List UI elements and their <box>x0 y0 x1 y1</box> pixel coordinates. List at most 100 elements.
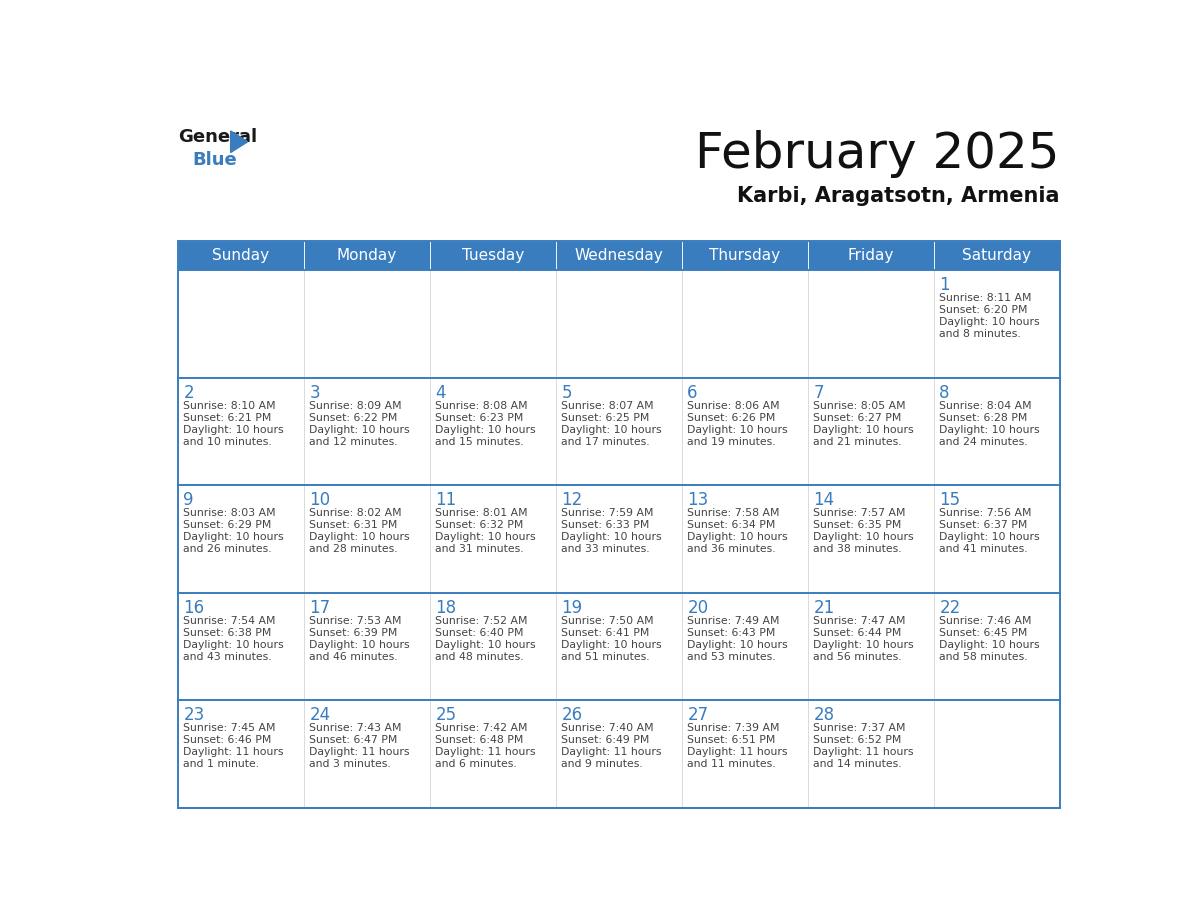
Text: Daylight: 11 hours: Daylight: 11 hours <box>688 747 788 757</box>
Bar <box>682 700 808 808</box>
Text: Friday: Friday <box>848 248 895 263</box>
Text: Sunset: 6:25 PM: Sunset: 6:25 PM <box>562 413 650 423</box>
Bar <box>808 241 934 270</box>
Text: Sunrise: 8:04 AM: Sunrise: 8:04 AM <box>940 401 1032 411</box>
Bar <box>430 270 556 378</box>
Text: 19: 19 <box>562 599 582 617</box>
Text: and 43 minutes.: and 43 minutes. <box>183 652 272 662</box>
Text: Sunrise: 8:07 AM: Sunrise: 8:07 AM <box>562 401 653 411</box>
Text: Daylight: 10 hours: Daylight: 10 hours <box>183 640 284 650</box>
Text: Sunset: 6:28 PM: Sunset: 6:28 PM <box>940 413 1028 423</box>
Text: Daylight: 10 hours: Daylight: 10 hours <box>940 532 1040 543</box>
Text: Sunset: 6:45 PM: Sunset: 6:45 PM <box>940 628 1028 638</box>
Text: and 8 minutes.: and 8 minutes. <box>940 330 1020 340</box>
Text: Sunrise: 8:01 AM: Sunrise: 8:01 AM <box>435 509 527 519</box>
Text: Daylight: 10 hours: Daylight: 10 hours <box>309 532 410 543</box>
Text: Daylight: 10 hours: Daylight: 10 hours <box>183 425 284 435</box>
Text: Daylight: 10 hours: Daylight: 10 hours <box>814 532 914 543</box>
Text: Sunset: 6:27 PM: Sunset: 6:27 PM <box>814 413 902 423</box>
Bar <box>808 270 934 378</box>
Text: 11: 11 <box>435 491 456 509</box>
Text: and 53 minutes.: and 53 minutes. <box>688 652 776 662</box>
Text: Thursday: Thursday <box>709 248 781 263</box>
Text: and 12 minutes.: and 12 minutes. <box>309 437 398 447</box>
Text: Daylight: 10 hours: Daylight: 10 hours <box>940 425 1040 435</box>
Text: 3: 3 <box>309 384 320 402</box>
Text: and 51 minutes.: and 51 minutes. <box>562 652 650 662</box>
Text: Sunset: 6:51 PM: Sunset: 6:51 PM <box>688 735 776 745</box>
Text: Sunrise: 7:42 AM: Sunrise: 7:42 AM <box>435 723 527 733</box>
Text: Sunrise: 7:59 AM: Sunrise: 7:59 AM <box>562 509 653 519</box>
Bar <box>808 700 934 808</box>
Text: and 10 minutes.: and 10 minutes. <box>183 437 272 447</box>
Text: Sunset: 6:49 PM: Sunset: 6:49 PM <box>562 735 650 745</box>
Bar <box>682 241 808 270</box>
Text: 18: 18 <box>435 599 456 617</box>
Text: Wednesday: Wednesday <box>575 248 663 263</box>
Bar <box>682 270 808 378</box>
Text: Sunrise: 8:08 AM: Sunrise: 8:08 AM <box>435 401 527 411</box>
Bar <box>556 486 682 593</box>
Text: Sunset: 6:43 PM: Sunset: 6:43 PM <box>688 628 776 638</box>
Text: Sunset: 6:29 PM: Sunset: 6:29 PM <box>183 521 272 531</box>
Text: Daylight: 10 hours: Daylight: 10 hours <box>435 640 536 650</box>
Text: Tuesday: Tuesday <box>462 248 524 263</box>
Text: Daylight: 10 hours: Daylight: 10 hours <box>562 425 662 435</box>
Text: and 14 minutes.: and 14 minutes. <box>814 759 902 769</box>
Bar <box>304 593 430 700</box>
Bar <box>304 270 430 378</box>
Text: Sunset: 6:46 PM: Sunset: 6:46 PM <box>183 735 272 745</box>
Text: and 31 minutes.: and 31 minutes. <box>435 544 524 554</box>
Bar <box>682 593 808 700</box>
Text: 14: 14 <box>814 491 834 509</box>
Bar <box>178 700 304 808</box>
Bar <box>934 700 1060 808</box>
Text: Sunset: 6:41 PM: Sunset: 6:41 PM <box>562 628 650 638</box>
Text: Sunrise: 7:45 AM: Sunrise: 7:45 AM <box>183 723 276 733</box>
Text: Daylight: 10 hours: Daylight: 10 hours <box>435 532 536 543</box>
Text: 16: 16 <box>183 599 204 617</box>
Text: and 58 minutes.: and 58 minutes. <box>940 652 1028 662</box>
Text: Daylight: 10 hours: Daylight: 10 hours <box>688 640 788 650</box>
Text: and 36 minutes.: and 36 minutes. <box>688 544 776 554</box>
Text: Sunset: 6:44 PM: Sunset: 6:44 PM <box>814 628 902 638</box>
Bar <box>178 270 304 378</box>
Text: Sunrise: 8:11 AM: Sunrise: 8:11 AM <box>940 294 1032 304</box>
Bar <box>430 241 556 270</box>
Text: 9: 9 <box>183 491 194 509</box>
Text: Sunrise: 7:46 AM: Sunrise: 7:46 AM <box>940 616 1032 626</box>
Text: 28: 28 <box>814 707 834 724</box>
Bar <box>178 241 1060 808</box>
Text: Sunset: 6:39 PM: Sunset: 6:39 PM <box>309 628 398 638</box>
Bar <box>304 700 430 808</box>
Text: Daylight: 10 hours: Daylight: 10 hours <box>814 425 914 435</box>
Text: Sunset: 6:23 PM: Sunset: 6:23 PM <box>435 413 524 423</box>
Text: 21: 21 <box>814 599 835 617</box>
Text: and 33 minutes.: and 33 minutes. <box>562 544 650 554</box>
Bar <box>934 270 1060 378</box>
Text: and 46 minutes.: and 46 minutes. <box>309 652 398 662</box>
Text: General: General <box>178 128 257 146</box>
Text: Sunrise: 7:49 AM: Sunrise: 7:49 AM <box>688 616 779 626</box>
Text: and 38 minutes.: and 38 minutes. <box>814 544 902 554</box>
Text: and 21 minutes.: and 21 minutes. <box>814 437 902 447</box>
Bar <box>808 378 934 486</box>
Bar <box>556 241 682 270</box>
Text: and 24 minutes.: and 24 minutes. <box>940 437 1028 447</box>
Text: Sunrise: 8:02 AM: Sunrise: 8:02 AM <box>309 509 402 519</box>
Text: Sunset: 6:48 PM: Sunset: 6:48 PM <box>435 735 524 745</box>
Text: and 3 minutes.: and 3 minutes. <box>309 759 391 769</box>
Text: 26: 26 <box>562 707 582 724</box>
Text: 4: 4 <box>435 384 446 402</box>
Bar <box>556 700 682 808</box>
Text: Sunrise: 7:43 AM: Sunrise: 7:43 AM <box>309 723 402 733</box>
Text: Blue: Blue <box>192 151 236 169</box>
Text: Daylight: 10 hours: Daylight: 10 hours <box>309 425 410 435</box>
Text: 5: 5 <box>562 384 571 402</box>
Bar <box>556 378 682 486</box>
Text: Daylight: 11 hours: Daylight: 11 hours <box>562 747 662 757</box>
Text: Sunset: 6:47 PM: Sunset: 6:47 PM <box>309 735 398 745</box>
Text: Sunrise: 7:37 AM: Sunrise: 7:37 AM <box>814 723 905 733</box>
Bar <box>934 486 1060 593</box>
Text: 17: 17 <box>309 599 330 617</box>
